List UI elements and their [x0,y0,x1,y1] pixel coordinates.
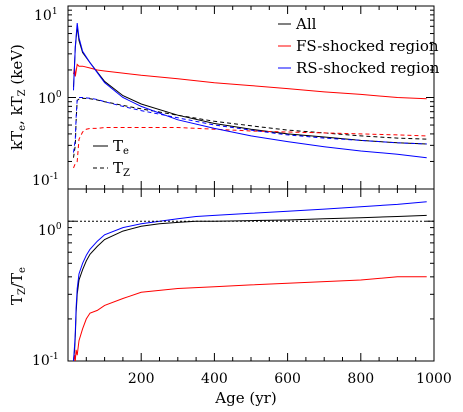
legend-label-fs: FS-shocked region [296,37,439,55]
bottom-panel-ticks [67,189,435,362]
top-series-line [73,23,427,159]
bottom-series-line [73,214,427,362]
top-panel-series [73,23,427,169]
top-ylabel: kTe, kTZ (keV) [8,44,28,150]
legend-style-label-te: Te [113,137,129,157]
top-ytick-label-1: 100 [38,90,62,107]
xtick-labels: 200 400 600 800 1000 [128,371,452,387]
bottom-panel-frame [67,188,435,362]
top-ytick-label-10: 101 [34,7,58,24]
top-series-line [73,127,427,169]
xtick-label: 1000 [416,371,452,387]
xtick-label: 800 [347,371,374,387]
legend-style-label-tz: TZ [113,159,130,179]
bottom-series-line [73,201,427,362]
bottom-ytick-label-1: 100 [38,222,62,239]
bottom-panel-series [68,201,434,362]
legend-label-all: All [295,15,317,33]
bottom-series-line [73,276,427,362]
legend-series: All FS-shocked region RS-shocked region [278,15,440,77]
top-series-line [73,63,427,100]
legend-label-rs: RS-shocked region [296,59,440,77]
xtick-label: 400 [201,371,228,387]
xtick-label: 600 [274,371,301,387]
top-panel-ticks [67,5,435,190]
bottom-ylabel: TZ/Te [8,267,28,305]
bottom-ytick-label-0-1: 10-1 [32,352,59,369]
xlabel: Age (yr) [214,389,276,407]
top-series-line [73,97,427,153]
top-ytick-label-0-1: 10-1 [32,172,59,189]
xtick-label: 200 [128,371,155,387]
